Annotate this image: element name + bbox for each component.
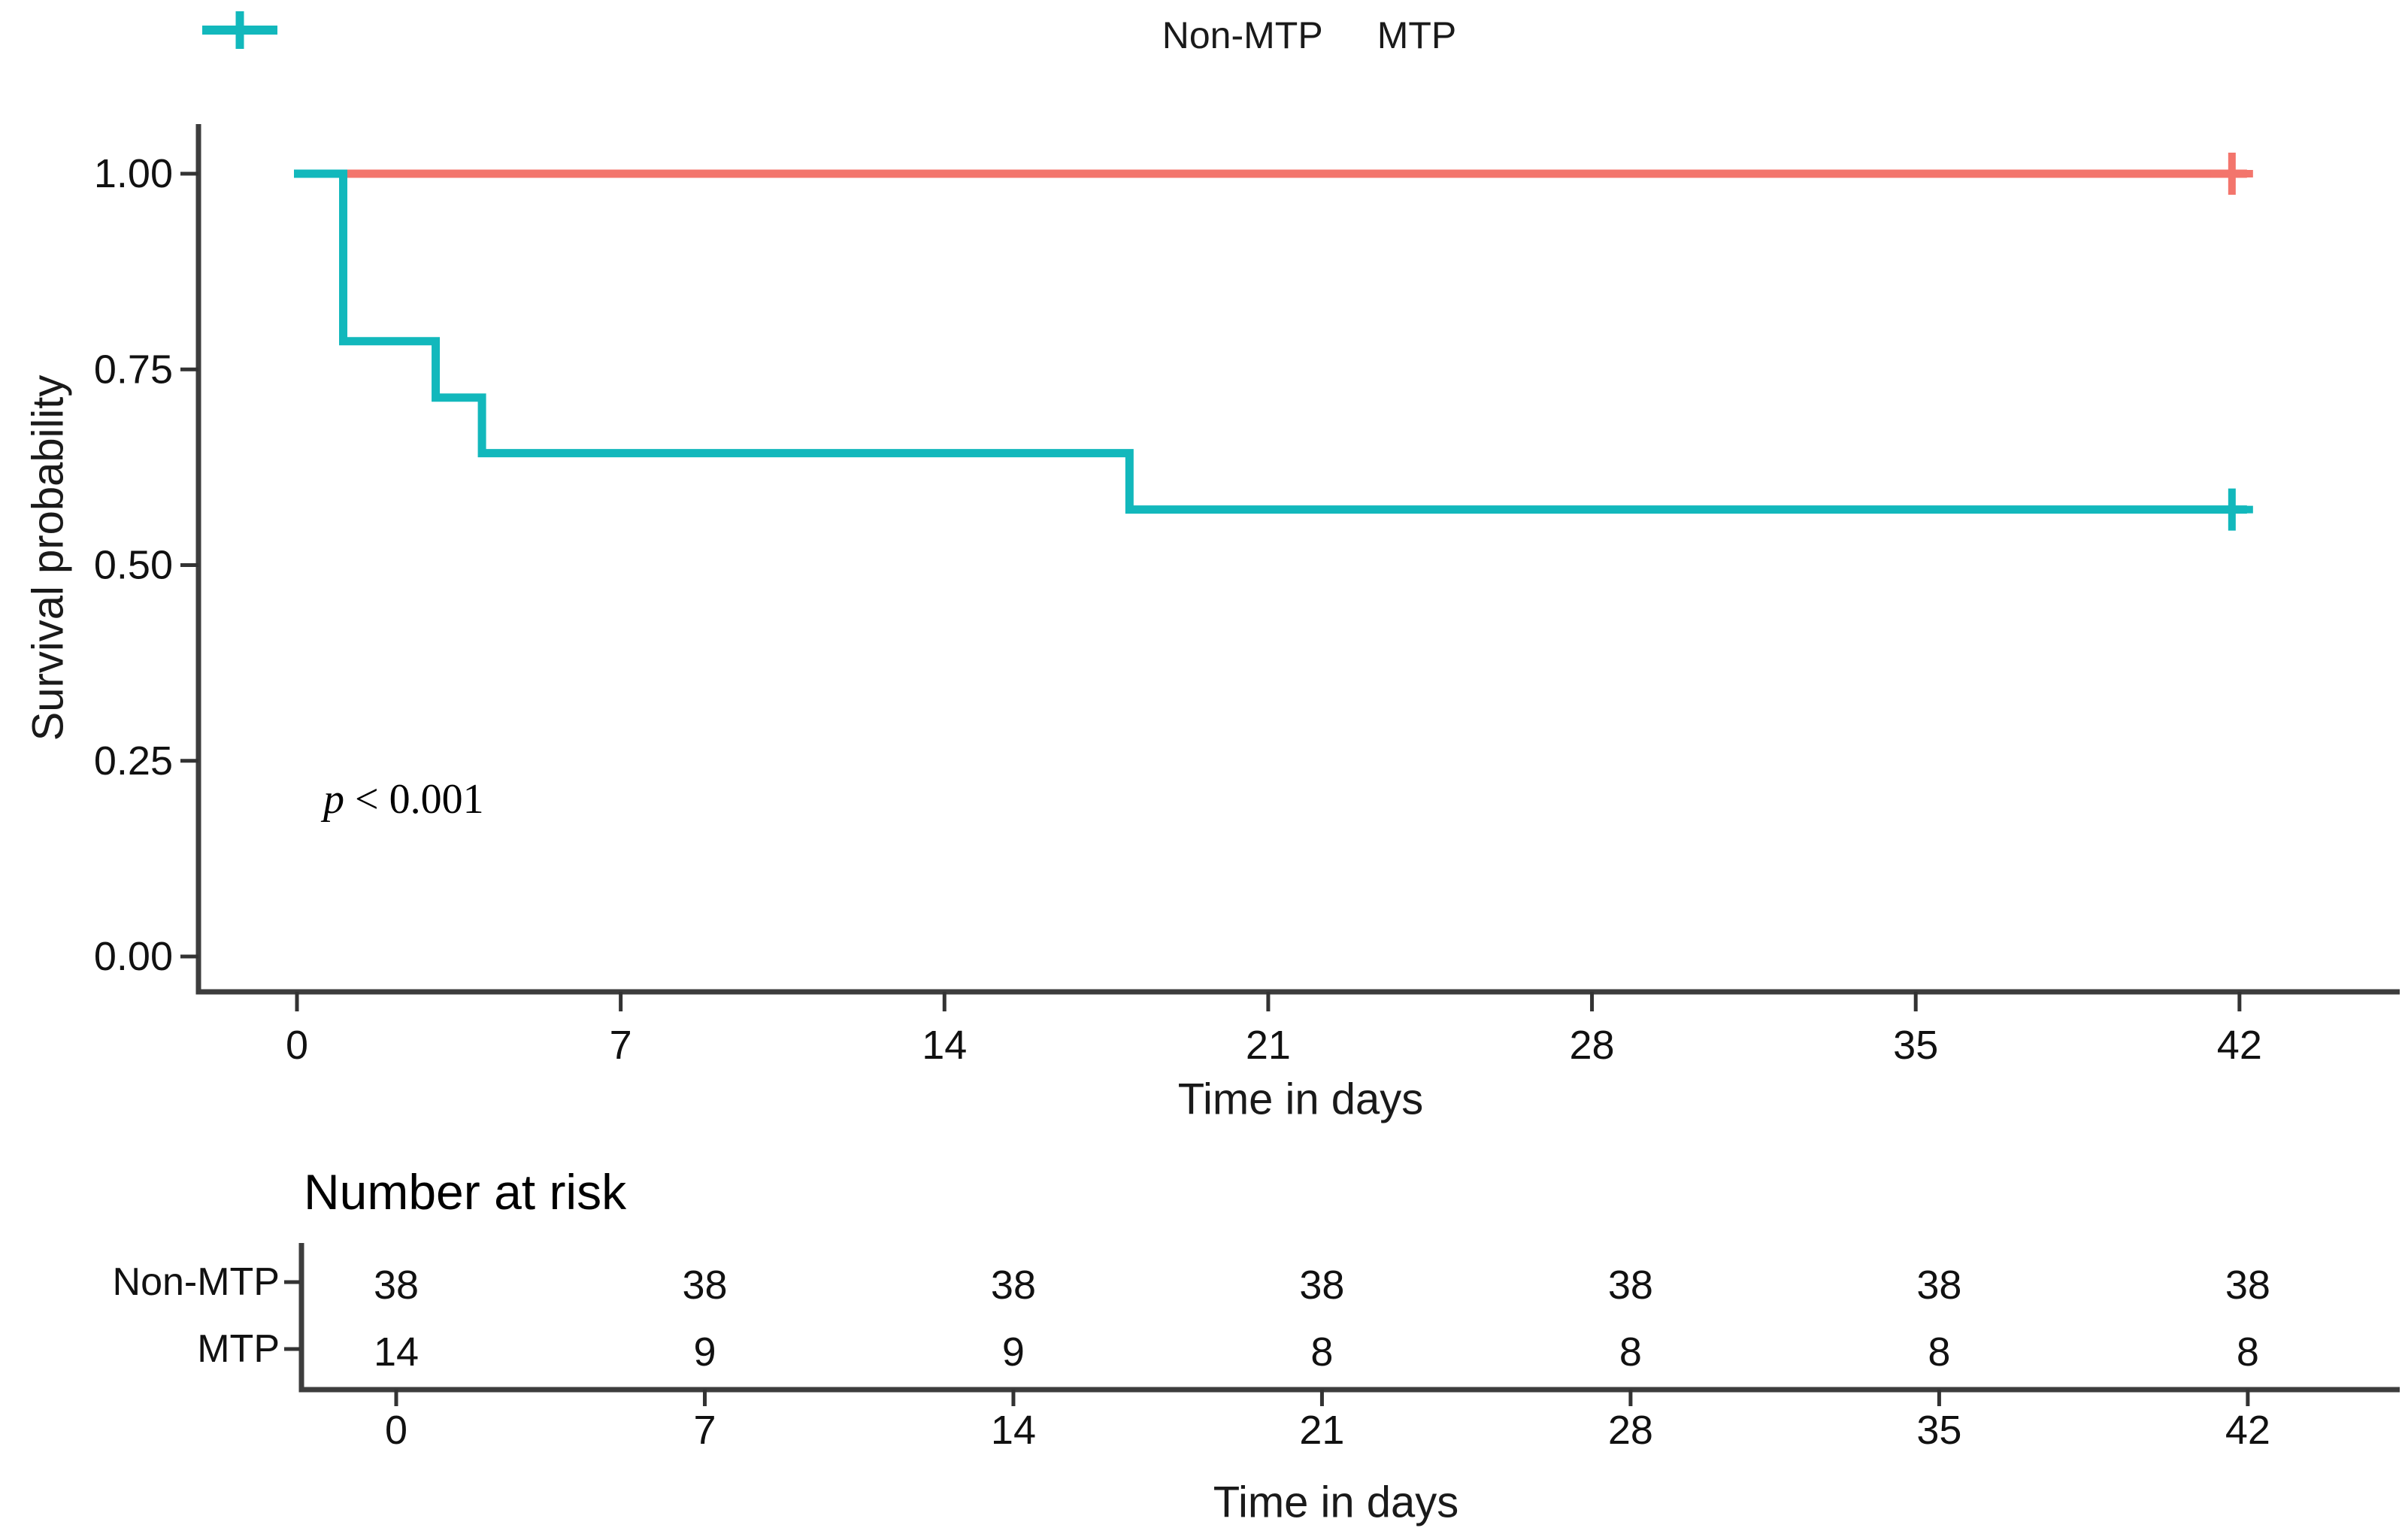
risk-count: 9 — [1002, 1329, 1025, 1375]
risk-count: 38 — [991, 1263, 1036, 1308]
p-value-text: < 0.001 — [344, 776, 484, 823]
risk-count: 9 — [693, 1329, 716, 1375]
y-tick-label: 0.25 — [94, 738, 173, 784]
legend-item-mtp: MTP — [202, 11, 1457, 57]
legend-label-non-mtp: Non-MTP — [1162, 14, 1323, 56]
risk-table-title: Number at risk — [304, 1164, 627, 1220]
risk-x-tick-label: 35 — [1916, 1408, 1961, 1453]
x-tick-label: 42 — [2217, 1023, 2262, 1068]
x-tick-label: 0 — [286, 1023, 308, 1068]
risk-count: 8 — [1928, 1329, 1950, 1375]
risk-count: 38 — [1608, 1263, 1653, 1308]
y-tick-label: 1.00 — [94, 151, 173, 196]
risk-count: 8 — [2237, 1329, 2259, 1375]
risk-count: 38 — [2225, 1263, 2270, 1308]
risk-row-label: MTP — [197, 1327, 280, 1371]
risk-x-tick-label: 21 — [1299, 1408, 1344, 1453]
x-tick-label: 35 — [1893, 1023, 1938, 1068]
survival-curve-mtp — [294, 169, 2247, 514]
p-value-annotation: p < 0.001 — [323, 775, 484, 823]
risk-x-tick-label: 0 — [385, 1408, 407, 1453]
risk-count: 38 — [682, 1263, 727, 1308]
legend: Non-MTP MTP — [198, 6, 2405, 65]
censor-plus-icon — [202, 11, 277, 49]
y-tick-label: 0.00 — [94, 934, 173, 979]
legend-label-mtp: MTP — [1377, 14, 1457, 56]
p-value-symbol: p — [323, 776, 344, 823]
risk-table-x-axis-title: Time in days — [1213, 1478, 1459, 1527]
risk-x-tick-label: 28 — [1608, 1408, 1653, 1453]
x-tick-label: 21 — [1246, 1023, 1291, 1068]
risk-row-label: Non-MTP — [113, 1260, 280, 1304]
risk-count: 38 — [1916, 1263, 1961, 1308]
risk-x-tick-label: 14 — [991, 1408, 1036, 1453]
risk-x-tick-label: 42 — [2225, 1408, 2270, 1453]
risk-x-tick-label: 7 — [693, 1408, 716, 1453]
risk-count: 38 — [374, 1263, 419, 1308]
x-tick-label: 14 — [922, 1023, 967, 1068]
risk-count: 14 — [374, 1329, 419, 1375]
x-axis-title: Time in days — [1177, 1075, 1424, 1124]
x-tick-label: 7 — [610, 1023, 632, 1068]
risk-count: 8 — [1619, 1329, 1642, 1375]
y-tick-label: 0.75 — [94, 347, 173, 392]
y-tick-label: 0.50 — [94, 543, 173, 588]
y-axis-title: Survival probability — [23, 374, 73, 741]
risk-count: 38 — [1299, 1263, 1344, 1308]
risk-count: 8 — [1310, 1329, 1333, 1375]
x-tick-label: 28 — [1570, 1023, 1615, 1068]
legend-item-non-mtp: Non-MTP — [202, 11, 1323, 57]
